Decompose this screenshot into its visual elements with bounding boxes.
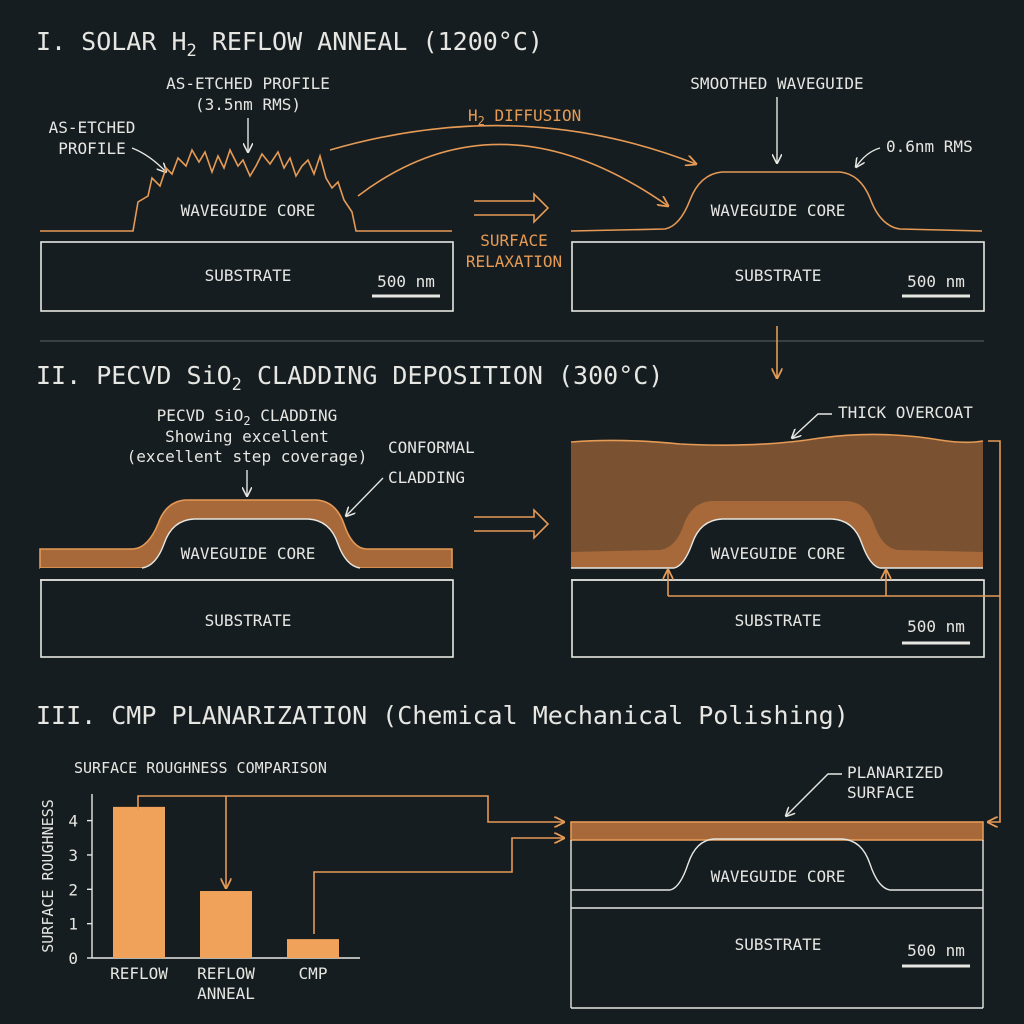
chart-y-tick-label: 4	[68, 812, 78, 831]
conformal-layer-right-s2	[571, 501, 983, 568]
rms-after-arrow	[856, 147, 881, 167]
as-etched-left-arrow	[131, 147, 166, 172]
chart-bar	[113, 806, 165, 958]
core-label-left-s1: WAVEGUIDE CORE	[181, 201, 316, 220]
substrate-label-left-s1: SUBSTRATE	[205, 266, 292, 285]
rms-after-label: 0.6nm RMS	[886, 137, 973, 156]
chart-connector-cmp	[313, 838, 564, 934]
scale-label-s3: 500 nm	[907, 941, 965, 960]
core-label-right-s2: WAVEGUIDE CORE	[711, 544, 846, 563]
section2-title: II. PECVD SiO2 CLADDING DEPOSITION (300°…	[36, 361, 663, 395]
surface-relaxation-line1: SURFACE	[480, 231, 547, 250]
section1-title: I. SOLAR H2 REFLOW ANNEAL (1200°C)	[36, 27, 543, 61]
core-outline-s3	[571, 838, 983, 891]
chart-bar	[200, 891, 252, 958]
core-label-right-s1: WAVEGUIDE CORE	[711, 201, 846, 220]
chart-x-tick-label: ANNEAL	[197, 984, 255, 1003]
chart-y-tick-label: 0	[68, 949, 78, 968]
as-etched-left-label-line1: AS-ETCHED	[49, 118, 136, 137]
chart-y-axis-label: SURFACE ROUGHNESS	[39, 799, 57, 953]
core-outline-left-s2	[141, 518, 361, 569]
process-arrow-s1	[474, 192, 550, 224]
surface-relaxation-line2: RELAXATION	[466, 252, 562, 271]
conformal-arrow	[346, 477, 384, 516]
h2-diffusion-arrow-upper	[329, 124, 696, 164]
cladding-label-line1: PECVD SiO2 CLADDING	[157, 406, 338, 428]
h2-diffusion-label: H2 DIFFUSION	[468, 106, 581, 128]
thick-overcoat-arrow	[792, 413, 832, 438]
as-etched-top-label-line1: AS-ETCHED PROFILE	[166, 74, 330, 93]
substrate-right-s2	[571, 579, 985, 658]
planarized-surface-layer	[570, 821, 984, 841]
scale-label-left-s1: 500 nm	[377, 272, 435, 291]
as-etched-core-profile	[40, 147, 452, 232]
substrate-label-right-s2: SUBSTRATE	[735, 611, 822, 630]
chart-bar	[287, 939, 339, 958]
chart-y-tick-label: 3	[68, 846, 78, 865]
conformal-label-line1: CONFORMAL	[388, 438, 475, 457]
planarized-arrow	[786, 773, 842, 816]
chart-x-tick-label: REFLOW	[197, 964, 255, 983]
planarized-label-line1: PLANARIZED	[847, 763, 943, 782]
process-arrow-s2	[474, 508, 550, 540]
planarized-label-line2: SURFACE	[847, 783, 914, 802]
core-outline-right-s2	[571, 518, 983, 569]
chart-title: SURFACE ROUGHNESS COMPARISON	[74, 759, 327, 777]
thick-overcoat-label: THICK OVERCOAT	[838, 403, 973, 422]
substrate-left-s2	[40, 579, 454, 658]
section3-title: III. CMP PLANARIZATION (Chemical Mechani…	[36, 701, 849, 730]
h2-diffusion-arrow-lower	[357, 143, 668, 206]
chart-y-tick-label: 2	[68, 880, 78, 899]
conformal-label-line2: CLADDING	[388, 468, 465, 487]
waveguide-core-left-s2	[40, 519, 452, 580]
substrate-label-left-s2: SUBSTRATE	[205, 611, 292, 630]
chart-y-tick-label: 1	[68, 915, 78, 934]
scale-label-right-s1: 500 nm	[907, 272, 965, 291]
cladding-label-line2: Showing excellent	[165, 427, 329, 446]
as-etched-left-label-line2: PROFILE	[58, 139, 125, 158]
substrate-right-s1	[571, 241, 985, 312]
core-label-left-s2: WAVEGUIDE CORE	[181, 544, 316, 563]
substrate-left-s1	[40, 241, 454, 312]
scale-label-right-s2: 500 nm	[907, 617, 965, 636]
overcoat-to-cmp-connector	[988, 440, 1001, 822]
core-label-s3: WAVEGUIDE CORE	[711, 867, 846, 886]
substrate-label-right-s1: SUBSTRATE	[735, 266, 822, 285]
chart-x-tick-label: REFLOW	[110, 964, 168, 983]
smoothed-core-profile	[570, 171, 983, 232]
cladding-label-line3: (excellent step coverage)	[127, 447, 368, 466]
chart-connector-reflow	[137, 795, 564, 822]
overcoat-top-surface	[570, 433, 984, 446]
smoothed-waveguide-label: SMOOTHED WAVEGUIDE	[690, 74, 863, 93]
substrate-label-s3: SUBSTRATE	[735, 935, 822, 954]
chart-x-tick-label: CMP	[299, 964, 328, 983]
as-etched-top-label-line2: (3.5nm RMS)	[195, 95, 301, 114]
